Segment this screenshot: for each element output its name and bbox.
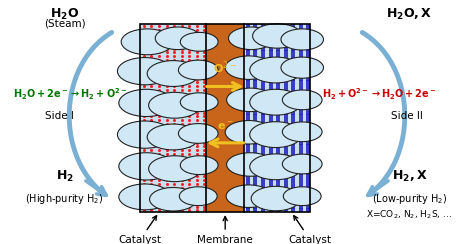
Circle shape (253, 24, 302, 48)
Circle shape (281, 57, 323, 78)
Circle shape (149, 92, 201, 118)
Text: Side II: Side II (391, 111, 423, 121)
Circle shape (225, 121, 273, 144)
Circle shape (281, 29, 323, 50)
Circle shape (283, 122, 322, 142)
Text: $\mathbf{H_2, X}$: $\mathbf{H_2, X}$ (392, 169, 427, 184)
Circle shape (226, 185, 272, 207)
Circle shape (180, 93, 218, 112)
Circle shape (178, 124, 218, 143)
Circle shape (228, 27, 274, 50)
Circle shape (118, 121, 172, 148)
Circle shape (119, 89, 173, 117)
Text: X=CO$_2$, N$_2$, H$_2$S, ...: X=CO$_2$, N$_2$, H$_2$S, ... (366, 209, 453, 221)
Text: Side I: Side I (46, 111, 74, 121)
Bar (206, 24, 244, 212)
Text: (Low-purity H$_2$): (Low-purity H$_2$) (372, 192, 447, 206)
Circle shape (180, 32, 218, 51)
Circle shape (283, 90, 322, 110)
Circle shape (251, 186, 301, 211)
Bar (140, 24, 206, 212)
Bar (140, 24, 310, 212)
Circle shape (119, 184, 171, 210)
Circle shape (227, 88, 274, 112)
Text: Membrane: Membrane (197, 216, 253, 244)
Circle shape (225, 56, 273, 79)
Circle shape (283, 187, 321, 206)
Text: O$^{2-}$: O$^{2-}$ (213, 59, 237, 76)
Circle shape (149, 156, 201, 182)
Circle shape (283, 154, 322, 174)
Text: $\mathbf{H_2}$: $\mathbf{H_2}$ (55, 169, 73, 184)
Text: $\mathbf{H_2 + O^{2-}\rightarrow H_2O + 2e^-}$: $\mathbf{H_2 + O^{2-}\rightarrow H_2O + … (322, 87, 437, 102)
Text: Catalyst: Catalyst (289, 216, 332, 244)
Circle shape (227, 153, 274, 176)
Text: e$^-$: e$^-$ (217, 121, 234, 132)
Circle shape (119, 153, 173, 180)
Text: (Steam): (Steam) (44, 18, 85, 28)
Text: (High-purity H$_2$): (High-purity H$_2$) (25, 192, 104, 206)
Circle shape (250, 57, 302, 83)
Circle shape (150, 187, 197, 211)
Circle shape (147, 124, 199, 150)
Text: $\mathbf{H_2O, X}$: $\mathbf{H_2O, X}$ (386, 7, 433, 22)
Circle shape (250, 154, 302, 180)
Circle shape (179, 187, 217, 206)
Circle shape (118, 58, 172, 85)
Text: Catalyst: Catalyst (118, 216, 162, 244)
Text: $\mathbf{H_2O}$: $\mathbf{H_2O}$ (50, 7, 79, 22)
Text: $\mathbf{H_2O + 2e^-\rightarrow H_2 + O^{2-}}$: $\mathbf{H_2O + 2e^-\rightarrow H_2 + O^… (12, 87, 127, 102)
Bar (244, 24, 310, 212)
Circle shape (178, 60, 218, 80)
Circle shape (121, 29, 173, 55)
Circle shape (250, 122, 302, 148)
Circle shape (147, 61, 199, 86)
Circle shape (180, 156, 218, 174)
Circle shape (250, 89, 302, 115)
Circle shape (155, 27, 201, 50)
